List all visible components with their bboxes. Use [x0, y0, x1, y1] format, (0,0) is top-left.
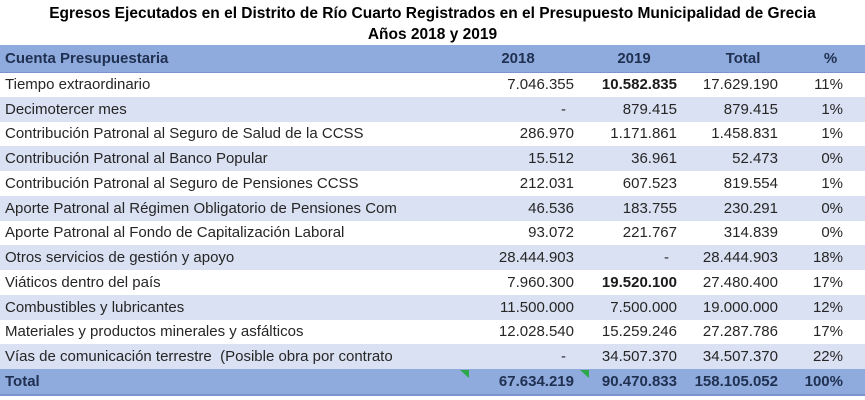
table-row: Aporte Patronal al Régimen Obligatorio d… [0, 195, 865, 221]
cell-cuenta: Vías de comunicación terrestre (Posible … [0, 344, 458, 369]
cell-cuenta: Aporte Patronal al Régimen Obligatorio d… [0, 195, 458, 221]
cell-total: 27.480.400 [702, 273, 778, 291]
column-header-cuenta: Cuenta Presupuestaria [0, 45, 458, 73]
cell-y2018: 15.512 [458, 146, 578, 171]
column-header-2019: 2019 [578, 45, 690, 73]
table-body: Tiempo extraordinario 7.046.355 10.582.835… [0, 72, 865, 369]
column-header-2018: 2018 [458, 45, 578, 73]
total-label-cell: Total [0, 369, 458, 396]
cell-y2019: 19.520.100 [601, 273, 677, 291]
cell-pct: 17% [812, 273, 843, 291]
cell-y2018: 286.970 [519, 125, 574, 143]
title-line-1: Egresos Ejecutados en el Distrito de Río… [49, 5, 816, 22]
cell-pct: 12% [796, 294, 865, 320]
cell-y2019: 15.259.246 [601, 323, 677, 341]
table-row: Otros servicios de gestión y apoyo 28.444… [0, 245, 865, 270]
cell-y2018: - [458, 344, 578, 369]
error-flag-icon [460, 370, 469, 378]
table-row: Viáticos dentro del país 7.960.300 19.520.… [0, 270, 865, 295]
table-row: Tiempo extraordinario 7.046.355 10.582.835… [0, 72, 865, 97]
cell-y2019: 36.961 [578, 146, 690, 171]
cell-total: 230.291 [690, 195, 796, 221]
column-header-total: Total [690, 45, 796, 73]
total-2019-value: 90.470.833 [601, 373, 677, 390]
cell-total: 17.629.190 [702, 76, 778, 94]
cell-y2018: 28.444.903 [458, 245, 578, 270]
table-row: Aporte Patronal al Fondo de Capitalizaci… [0, 221, 865, 246]
cell-total: 27.287.786 [702, 323, 778, 341]
cell-cuenta: Contribución Patronal al Seguro de Pensi… [5, 174, 359, 192]
cell-pct: 0% [821, 224, 843, 242]
cell-y2019: 183.755 [578, 195, 690, 221]
cell-pct: 17% [812, 323, 843, 341]
cell-y2019: 879.415 [578, 96, 690, 122]
cell-pct: 0% [796, 195, 865, 221]
cell-cuenta: Decimotercer mes [0, 96, 458, 122]
cell-total: 1.458.831 [711, 125, 778, 143]
cell-y2018: 12.028.540 [498, 323, 574, 341]
cell-total: 19.000.000 [690, 294, 796, 320]
total-2018-cell: 67.634.219 [458, 369, 578, 396]
cell-total: 34.507.370 [690, 344, 796, 369]
cell-y2019: 221.767 [622, 224, 677, 242]
cell-y2018: 212.031 [519, 174, 574, 192]
error-flag-icon [580, 370, 589, 378]
total-2018-value: 67.634.219 [498, 373, 574, 390]
cell-cuenta: Otros servicios de gestión y apoyo [0, 245, 458, 270]
cell-y2019: 10.582.835 [601, 76, 677, 94]
table-row: Contribución Patronal al Seguro de Pensi… [0, 171, 865, 196]
cell-cuenta: Combustibles y lubricantes [0, 294, 458, 320]
cell-y2018: 93.072 [528, 224, 574, 242]
cell-y2018: - [458, 96, 578, 122]
report-title: Egresos Ejecutados en el Distrito de Río… [0, 0, 865, 45]
cell-y2019: 607.523 [622, 174, 677, 192]
cell-pct: 1% [821, 174, 843, 192]
cell-pct: 18% [796, 245, 865, 270]
budget-table: Cuenta Presupuestaria 2018 2019 Total % … [0, 45, 865, 396]
table-row: Materiales y productos minerales y asfál… [0, 320, 865, 345]
cell-y2018: 46.536 [458, 195, 578, 221]
column-header-pct: % [796, 45, 865, 73]
cell-pct: 0% [796, 146, 865, 171]
cell-total: 314.839 [723, 224, 778, 242]
cell-cuenta: Contribución Patronal al Banco Popular [0, 146, 458, 171]
table-header: Cuenta Presupuestaria 2018 2019 Total % [0, 45, 865, 73]
cell-pct: 1% [796, 96, 865, 122]
total-2019-cell: 90.470.833 [578, 369, 690, 396]
cell-pct: 11% [814, 76, 843, 94]
cell-y2018: 11.500.000 [458, 294, 578, 320]
cell-total: 879.415 [690, 96, 796, 122]
table-row: Contribución Patronal al Banco Popular 15… [0, 146, 865, 171]
table-row: Decimotercer mes -879.415 879.415 1% [0, 96, 865, 122]
cell-cuenta: Materiales y productos minerales y asfál… [5, 323, 304, 341]
header-row: Cuenta Presupuestaria 2018 2019 Total % [0, 45, 865, 73]
title-line-2: Años 2018 y 2019 [367, 26, 498, 43]
cell-y2018: 7.960.300 [507, 273, 574, 291]
cell-y2018: 7.046.355 [507, 76, 574, 94]
cell-total: 52.473 [690, 146, 796, 171]
total-row: Total 67.634.219 90.470.833 158.105.052 … [0, 369, 865, 396]
cell-y2019: 7.500.000 [578, 294, 690, 320]
cell-total: 819.554 [723, 174, 778, 192]
cell-y2019: 1.171.861 [610, 125, 677, 143]
cell-total: 28.444.903 [690, 245, 796, 270]
cell-y2019: 34.507.370 [578, 344, 690, 369]
cell-cuenta: Tiempo extraordinario [5, 76, 151, 94]
table-row: Vías de comunicación terrestre (Posible … [0, 344, 865, 369]
cell-pct: 22% [796, 344, 865, 369]
table-row: Contribución Patronal al Seguro de Salud… [0, 122, 865, 147]
total-pct-cell: 100% [796, 369, 865, 396]
total-total-cell: 158.105.052 [690, 369, 796, 396]
cell-cuenta: Viáticos dentro del país [5, 273, 161, 291]
cell-cuenta: Aporte Patronal al Fondo de Capitalizaci… [5, 224, 345, 242]
cell-pct: 1% [821, 125, 843, 143]
table-row: Combustibles y lubricantes 11.500.000 7.50… [0, 294, 865, 320]
cell-cuenta: Contribución Patronal al Seguro de Salud… [5, 125, 364, 143]
cell-y2019: - [578, 245, 690, 270]
